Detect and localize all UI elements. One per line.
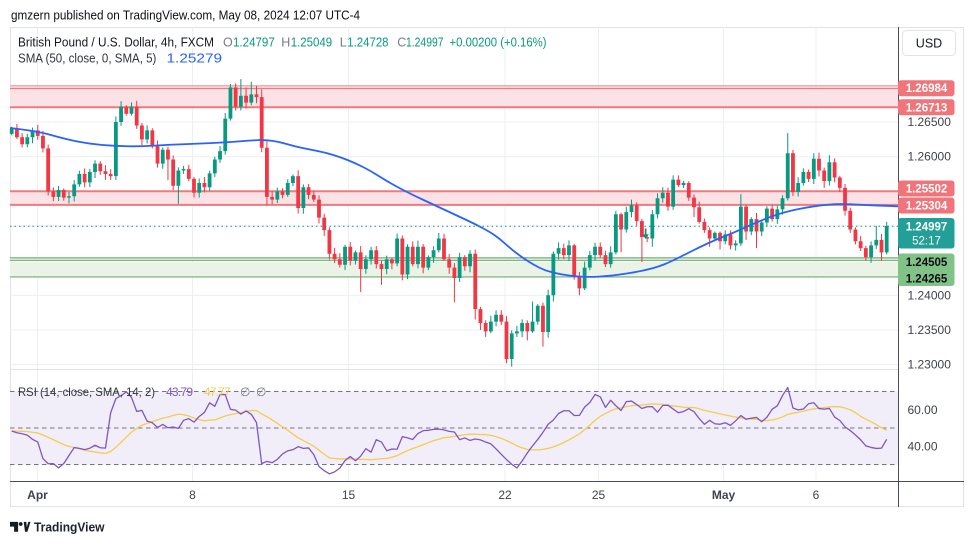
svg-text:1.25279: 1.25279 [167, 52, 223, 66]
svg-text:1.26500: 1.26500 [908, 115, 952, 129]
svg-text:O: O [223, 36, 233, 50]
svg-text:+0.00200 (+0.16%): +0.00200 (+0.16%) [450, 36, 547, 50]
svg-text:British Pound / U.S. Dollar, 4: British Pound / U.S. Dollar, 4h, FXCM [18, 35, 214, 50]
svg-text:1.24265: 1.24265 [906, 273, 948, 285]
svg-text:1.24797: 1.24797 [233, 36, 275, 50]
svg-text:1.25502: 1.25502 [906, 184, 948, 196]
svg-text:1.24997: 1.24997 [906, 222, 948, 234]
svg-text:1.26984: 1.26984 [906, 83, 948, 95]
svg-text:1.25304: 1.25304 [906, 201, 948, 213]
svg-text:25: 25 [592, 488, 606, 502]
svg-text:∅: ∅ [256, 385, 266, 399]
svg-text:C: C [397, 36, 406, 50]
svg-text:1.23500: 1.23500 [908, 323, 952, 337]
svg-text:43.79: 43.79 [166, 385, 193, 399]
svg-text:52:17: 52:17 [912, 236, 941, 248]
svg-text:47.77: 47.77 [204, 385, 231, 399]
svg-text:1.25049: 1.25049 [291, 36, 333, 50]
svg-text:1.23000: 1.23000 [908, 358, 952, 372]
svg-text:SMA (50, close, 0, SMA, 5): SMA (50, close, 0, SMA, 5) [18, 52, 156, 66]
svg-text:∅: ∅ [240, 385, 250, 399]
svg-text:1.26000: 1.26000 [908, 150, 952, 164]
svg-text:15: 15 [342, 488, 356, 502]
svg-text:1.24000: 1.24000 [908, 288, 952, 302]
svg-text:6: 6 [813, 488, 820, 502]
svg-text:RSI (14, close, SMA, 14, 2): RSI (14, close, SMA, 14, 2) [18, 385, 155, 399]
svg-text:22: 22 [498, 488, 512, 502]
svg-text:USD: USD [916, 36, 942, 50]
svg-text:40.00: 40.00 [908, 439, 938, 453]
svg-text:May: May [712, 488, 736, 502]
svg-text:1.24997: 1.24997 [406, 36, 444, 50]
svg-text:60.00: 60.00 [908, 403, 938, 417]
svg-text:TradingView: TradingView [34, 520, 105, 535]
svg-text:H: H [281, 36, 290, 50]
svg-text:1.24728: 1.24728 [347, 36, 388, 50]
svg-text:1.24505: 1.24505 [906, 257, 948, 269]
svg-text:L: L [340, 36, 347, 50]
svg-text:gmzern published on TradingVie: gmzern published on TradingView.com, May… [11, 8, 360, 23]
svg-text:8: 8 [189, 488, 196, 502]
svg-text:Apr: Apr [27, 488, 48, 502]
svg-text:1.26713: 1.26713 [906, 102, 948, 114]
